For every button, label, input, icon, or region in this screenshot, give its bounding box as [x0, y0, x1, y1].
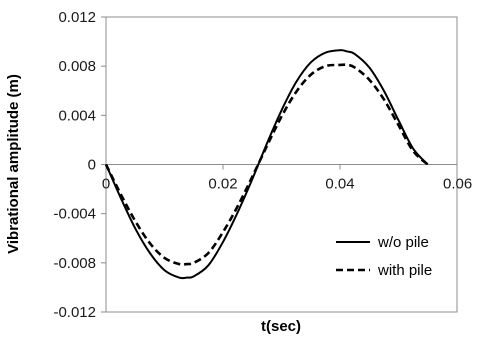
x-tick-label: 0.04 [325, 176, 354, 193]
y-tick-label: 0.004 [58, 107, 96, 124]
y-tick-label: -0.008 [53, 255, 96, 272]
y-axis-title: Vibrational amplitude (m) [5, 74, 22, 254]
series-layer [104, 49, 429, 280]
y-axis-ticks: 0.012 0.008 0.004 0 -0.004 -0.008 -0.012 [53, 9, 106, 321]
y-tick-label: -0.012 [53, 304, 96, 321]
x-tick-label: 0.02 [208, 176, 237, 193]
y-tick-label: 0.008 [58, 58, 96, 75]
y-tick-label: 0.012 [58, 9, 96, 26]
legend-label: w/o pile [377, 234, 429, 251]
x-axis-title: t(sec) [261, 318, 301, 335]
x-tick-label: 0 [102, 176, 110, 193]
legend-label: with pile [377, 262, 432, 279]
series-line-without-pile [105, 49, 429, 280]
y-tick-label: -0.004 [53, 206, 96, 223]
legend: w/o pile with pile [336, 234, 432, 279]
x-tick-label: 0.06 [443, 176, 472, 193]
series-line-with-pile [104, 63, 429, 266]
y-tick-label: 0 [88, 157, 96, 174]
